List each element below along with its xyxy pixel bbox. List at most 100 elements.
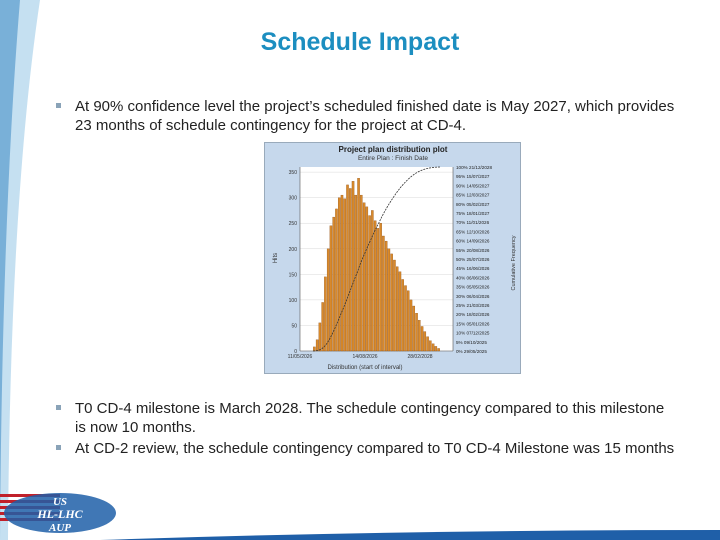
cumulative-label: 80% 05/02/2027: [456, 202, 490, 207]
cumulative-label: 25% 21/03/2026: [456, 303, 490, 308]
bullet-marker: [56, 445, 61, 450]
chart-title: Project plan distribution plot: [339, 145, 448, 154]
y-tick-label: 150: [289, 272, 298, 278]
y-tick-label: 50: [291, 323, 297, 329]
slide-title: Schedule Impact: [260, 28, 460, 56]
cumulative-curve: [312, 166, 441, 352]
cumulative-label: 45% 16/06/2026: [456, 266, 490, 271]
cumulative-label: 50% 25/07/2026: [456, 257, 490, 262]
histogram-bar: [351, 181, 355, 352]
histogram-bar: [324, 276, 327, 352]
y-tick-label: 100: [289, 298, 298, 304]
cumulative-label: 55% 20/08/2026: [456, 248, 490, 253]
bullet-marker: [56, 103, 61, 108]
histogram-bar: [420, 326, 424, 352]
chart-svg: 0 50 100 150 200 250 300 350 11/05/2026 14/08/202…: [273, 145, 517, 371]
histogram-bar: [332, 216, 335, 352]
histogram-bar: [384, 240, 388, 352]
histogram-bar: [387, 248, 391, 352]
histogram-bar: [365, 206, 369, 352]
cumulative-label: 60% 14/09/2026: [456, 239, 490, 244]
histogram-bar: [431, 343, 435, 352]
left-decoration: [0, 0, 40, 540]
histogram-bar: [357, 178, 360, 352]
histogram-bar: [343, 198, 346, 352]
bullet-text: T0 CD-4 milestone is March 2028. The sch…: [75, 400, 665, 436]
cumulative-label: 70% 11/01/2026: [456, 220, 490, 225]
histogram-bar: [418, 320, 421, 352]
y-tick-label: 350: [289, 170, 298, 176]
x-axis-label: Distribution (start of interval): [327, 365, 402, 371]
histogram-bar: [326, 248, 330, 352]
us-hl-lhc-aup-logo: US HL-LHC AUP: [0, 493, 116, 534]
cumulative-label: 65% 12/10/2026: [456, 229, 490, 234]
cumulative-label: 10% 07/12/2025: [456, 331, 490, 336]
y-axis-label: Hits: [273, 253, 279, 263]
histogram-bar: [401, 279, 404, 352]
histogram-bar: [376, 228, 380, 352]
cumulative-label: 40% 06/06/2026: [456, 275, 490, 280]
y-tick-label: 200: [289, 247, 298, 253]
histogram-bar: [337, 197, 341, 352]
bullet-item: T0 CD-4 milestone is March 2028. The sch…: [56, 399, 676, 437]
x-tick-label: 28/02/2028: [407, 354, 432, 360]
cumulative-labels: 100% 21/12/2028 95% 15/07/2027 90% 14/05/2…: [456, 165, 492, 354]
chart-subtitle: Entire Plan : Finish Date: [358, 155, 428, 162]
logo-text-hllhc: HL-LHC: [36, 507, 83, 521]
histogram-bar: [313, 346, 316, 352]
histogram-bar: [434, 346, 438, 352]
histogram-bar: [362, 202, 366, 352]
cumulative-label: 35% 05/05/2026: [456, 285, 490, 290]
logo-text-aup: AUP: [48, 522, 71, 534]
histogram-bar: [412, 305, 416, 352]
histogram-bar: [318, 322, 322, 352]
histogram-bar: [349, 188, 352, 352]
histogram-bar: [346, 184, 349, 352]
y-tick-label: 300: [289, 196, 298, 202]
histogram-bar: [340, 194, 344, 352]
histogram-bar: [379, 223, 382, 352]
histogram-bar: [382, 235, 385, 352]
footer-bar: [100, 530, 720, 540]
histogram-bar: [373, 220, 377, 352]
page-number: 4: [705, 518, 712, 530]
histogram-bar: [398, 271, 402, 352]
histogram-bar: [437, 348, 440, 352]
cumulative-label: 75% 18/01/2027: [456, 211, 490, 216]
histogram-bar: [368, 215, 371, 352]
histogram-bar: [393, 259, 396, 352]
histogram-bar: [390, 253, 393, 352]
x-tick-label: 14/08/2026: [352, 354, 377, 360]
distribution-chart: 0 50 100 150 200 250 300 350 11/05/2026 14/08/202…: [264, 142, 521, 374]
histogram-bar: [423, 331, 427, 352]
bullet-item: At CD-2 review, the schedule contingency…: [56, 439, 676, 458]
cumulative-label: 100% 21/12/2028: [456, 165, 492, 170]
histogram-bar: [407, 290, 410, 352]
bullet-item: At 90% confidence level the project’s sc…: [56, 97, 676, 135]
bullet-text: At 90% confidence level the project’s sc…: [75, 98, 675, 134]
cumulative-label: 15% 05/01/2026: [456, 321, 490, 326]
cumulative-label: 5% 09/10/2025: [456, 340, 487, 345]
histogram-bar: [404, 285, 407, 352]
bullet-marker: [56, 405, 61, 410]
histogram-bar: [315, 339, 319, 352]
bullet-text: At CD-2 review, the schedule contingency…: [75, 440, 675, 457]
y2-axis-label: Cumulative Frequency: [511, 235, 517, 290]
cumulative-label: 30% 06/04/2026: [456, 294, 490, 299]
histogram-bar: [360, 194, 363, 352]
x-tick-label: 11/05/2026: [288, 354, 313, 360]
logo-text-us: US: [53, 496, 67, 508]
y-tick-label: 0: [294, 349, 297, 355]
histogram-bar: [415, 313, 418, 352]
cumulative-label: 90% 14/05/2027: [456, 183, 490, 188]
chart-ticks: 0 50 100 150 200 250 300 350 11/05/2026 14/08/202…: [288, 170, 433, 360]
histogram-bar: [395, 266, 399, 352]
histogram-bar: [426, 336, 429, 352]
cumulative-label: 0% 29/05/2025: [456, 349, 487, 354]
cumulative-label: 20% 18/02/2026: [456, 312, 490, 317]
chart-bars: [312, 166, 441, 352]
histogram-bar: [371, 210, 374, 352]
histogram-bar: [321, 302, 324, 352]
histogram-bar: [429, 340, 432, 352]
cumulative-label: 95% 15/07/2027: [456, 174, 490, 179]
